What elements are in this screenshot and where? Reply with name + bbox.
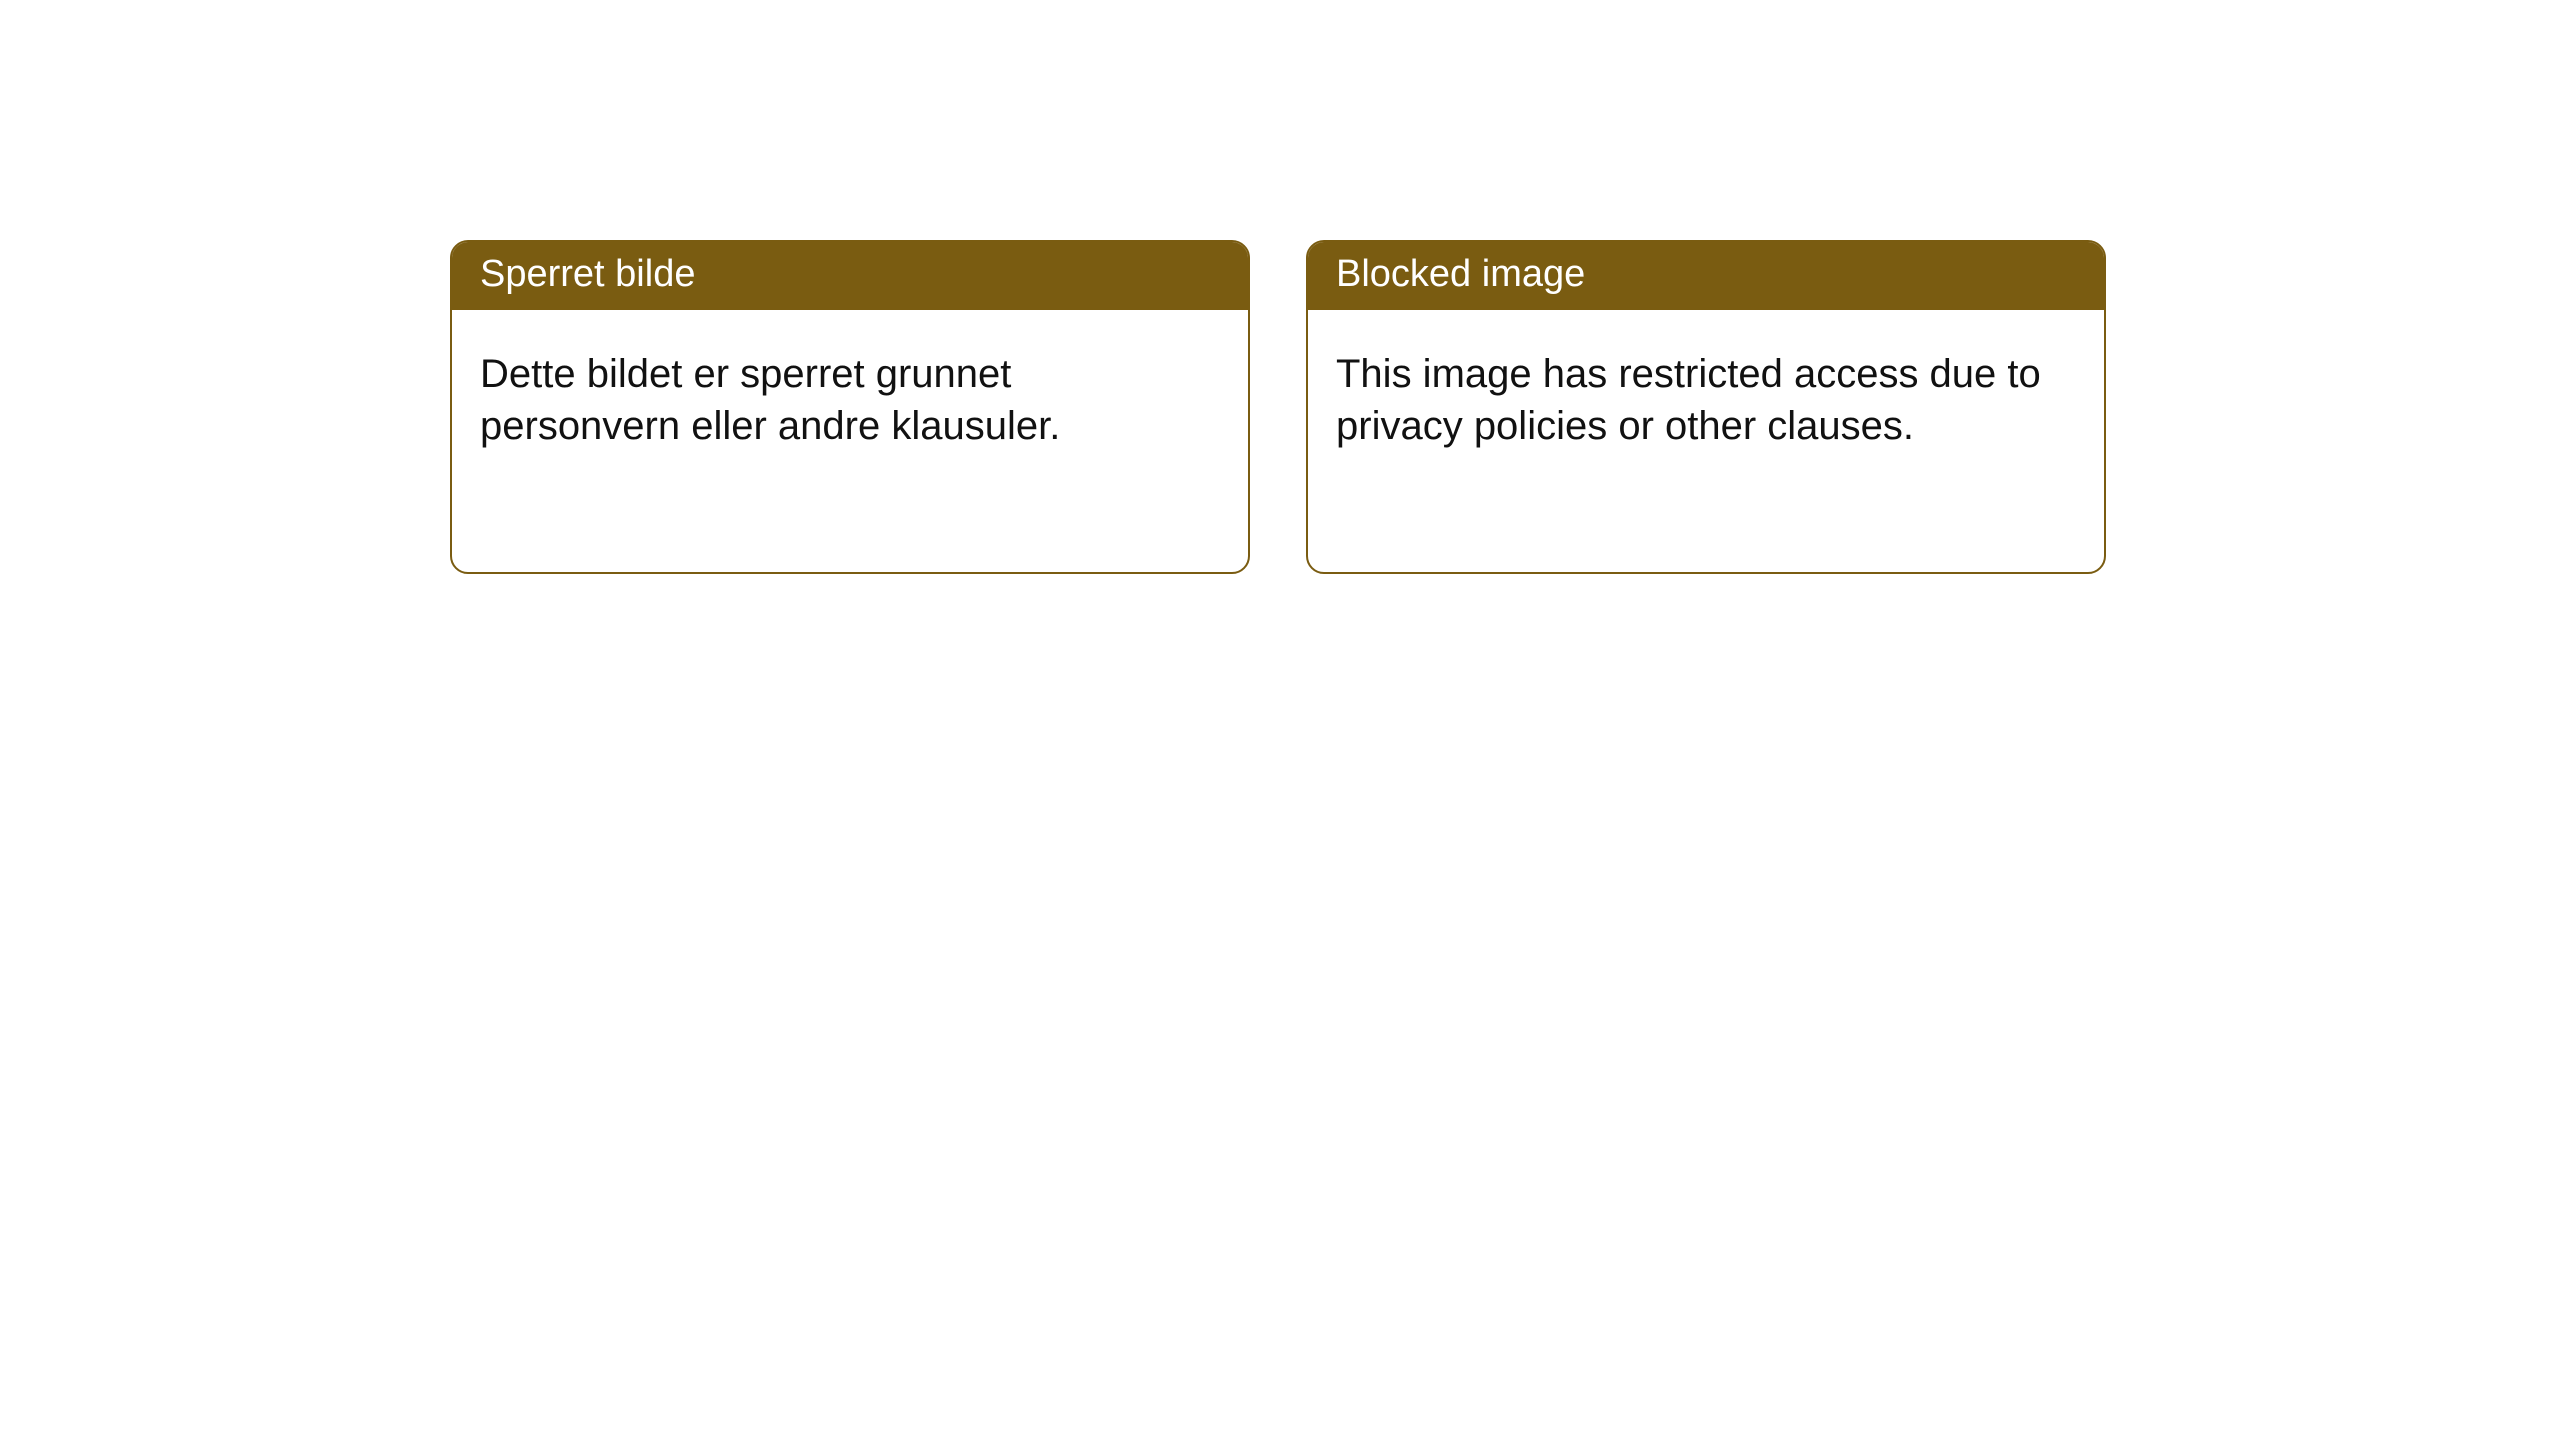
- blocked-image-card-en: Blocked image This image has restricted …: [1306, 240, 2106, 574]
- card-body-no: Dette bildet er sperret grunnet personve…: [452, 310, 1248, 452]
- card-title-en: Blocked image: [1308, 242, 2104, 310]
- blocked-image-card-no: Sperret bilde Dette bildet er sperret gr…: [450, 240, 1250, 574]
- blocked-image-notices: Sperret bilde Dette bildet er sperret gr…: [450, 240, 2106, 574]
- card-title-no: Sperret bilde: [452, 242, 1248, 310]
- card-body-en: This image has restricted access due to …: [1308, 310, 2104, 452]
